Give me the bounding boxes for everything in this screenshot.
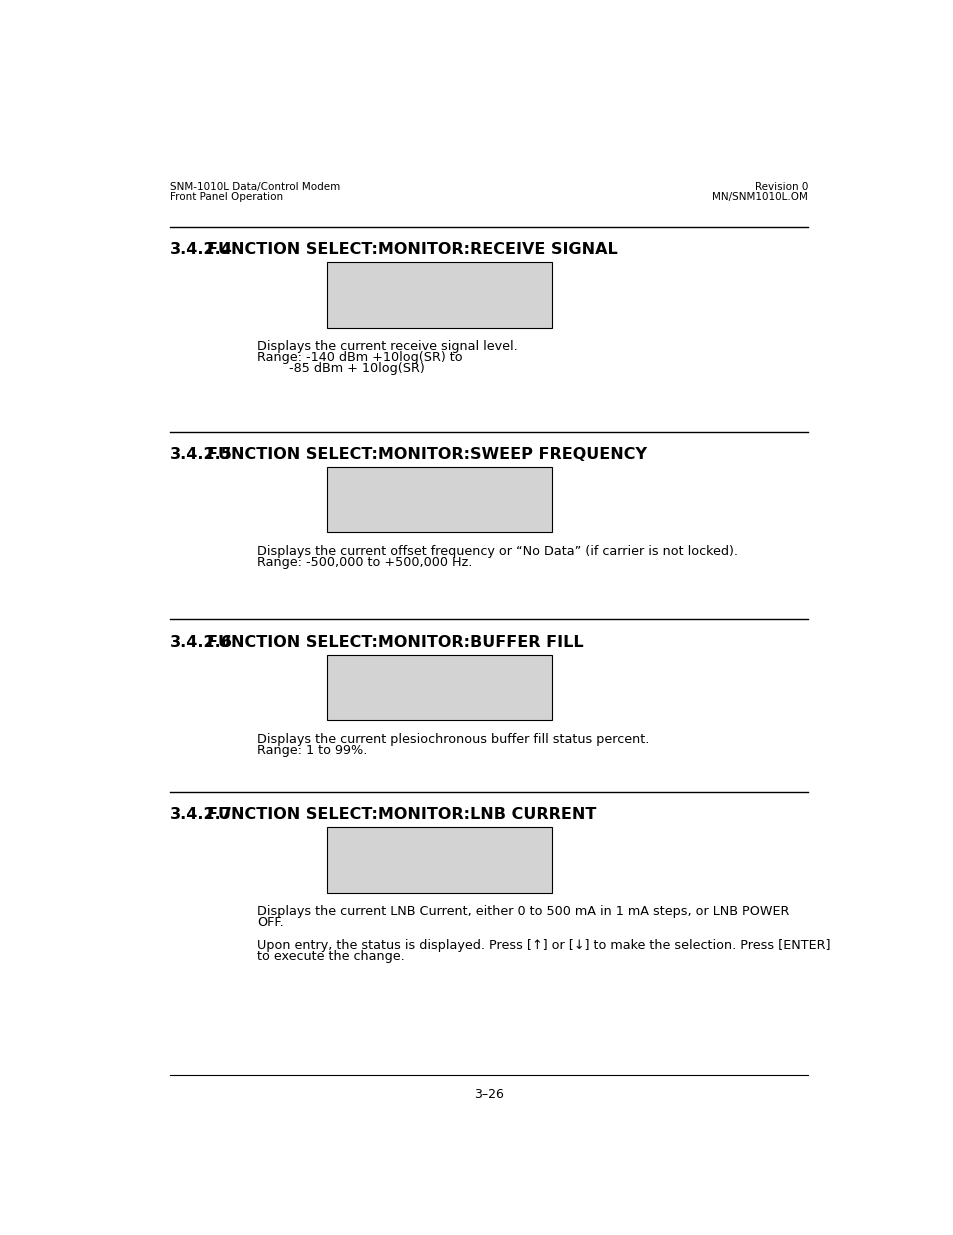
- Text: 3–26: 3–26: [474, 1088, 503, 1100]
- Bar: [327, 262, 551, 327]
- Text: Range: -140 dBm +10log(SR) to: Range: -140 dBm +10log(SR) to: [257, 351, 462, 364]
- Text: Displays the current receive signal level.: Displays the current receive signal leve…: [257, 340, 517, 353]
- Text: FUNCTION SELECT:MONITOR:RECEIVE SIGNAL: FUNCTION SELECT:MONITOR:RECEIVE SIGNAL: [207, 242, 617, 257]
- Text: 3.4.2.6: 3.4.2.6: [170, 635, 233, 650]
- Bar: [327, 827, 551, 893]
- Text: 3.4.2.4: 3.4.2.4: [170, 242, 233, 257]
- Text: SNM-1010L Data/Control Modem: SNM-1010L Data/Control Modem: [170, 182, 339, 193]
- Text: -85 dBm + 10log(SR): -85 dBm + 10log(SR): [257, 362, 424, 375]
- Text: Displays the current plesiochronous buffer fill status percent.: Displays the current plesiochronous buff…: [257, 732, 649, 746]
- Text: Revision 0: Revision 0: [754, 182, 807, 193]
- Text: to execute the change.: to execute the change.: [257, 950, 404, 963]
- Text: Upon entry, the status is displayed. Press [↑] or [↓] to make the selection. Pre: Upon entry, the status is displayed. Pre…: [257, 939, 830, 952]
- Text: OFF.: OFF.: [257, 916, 284, 929]
- Bar: [327, 467, 551, 532]
- Text: FUNCTION SELECT:MONITOR:SWEEP FREQUENCY: FUNCTION SELECT:MONITOR:SWEEP FREQUENCY: [207, 447, 646, 462]
- Text: Range: 1 to 99%.: Range: 1 to 99%.: [257, 743, 367, 757]
- Text: Displays the current LNB Current, either 0 to 500 mA in 1 mA steps, or LNB POWER: Displays the current LNB Current, either…: [257, 905, 789, 918]
- Text: 3.4.2.5: 3.4.2.5: [170, 447, 233, 462]
- Bar: [327, 655, 551, 720]
- Text: 3.4.2.7: 3.4.2.7: [170, 808, 233, 823]
- Text: Range: -500,000 to +500,000 Hz.: Range: -500,000 to +500,000 Hz.: [257, 556, 472, 569]
- Text: FUNCTION SELECT:MONITOR:BUFFER FILL: FUNCTION SELECT:MONITOR:BUFFER FILL: [207, 635, 583, 650]
- Text: FUNCTION SELECT:MONITOR:LNB CURRENT: FUNCTION SELECT:MONITOR:LNB CURRENT: [207, 808, 596, 823]
- Text: MN/SNM1010L.OM: MN/SNM1010L.OM: [712, 193, 807, 203]
- Text: Front Panel Operation: Front Panel Operation: [170, 193, 282, 203]
- Text: Displays the current offset frequency or “No Data” (if carrier is not locked).: Displays the current offset frequency or…: [257, 545, 738, 558]
